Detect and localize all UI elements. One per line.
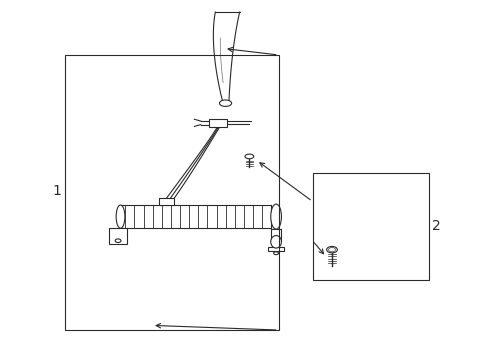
Ellipse shape <box>270 235 281 248</box>
Bar <box>64 55 278 330</box>
Bar <box>109 228 126 244</box>
Bar <box>312 173 428 280</box>
Ellipse shape <box>328 248 335 252</box>
Ellipse shape <box>273 252 278 255</box>
Text: 1: 1 <box>53 184 61 198</box>
Ellipse shape <box>270 204 281 229</box>
Text: 2: 2 <box>431 220 440 233</box>
Ellipse shape <box>116 205 124 228</box>
Bar <box>208 118 226 127</box>
Ellipse shape <box>244 154 253 159</box>
Bar <box>159 198 174 205</box>
Bar <box>268 247 284 251</box>
Ellipse shape <box>219 100 231 107</box>
Ellipse shape <box>326 247 337 253</box>
Ellipse shape <box>115 239 121 243</box>
